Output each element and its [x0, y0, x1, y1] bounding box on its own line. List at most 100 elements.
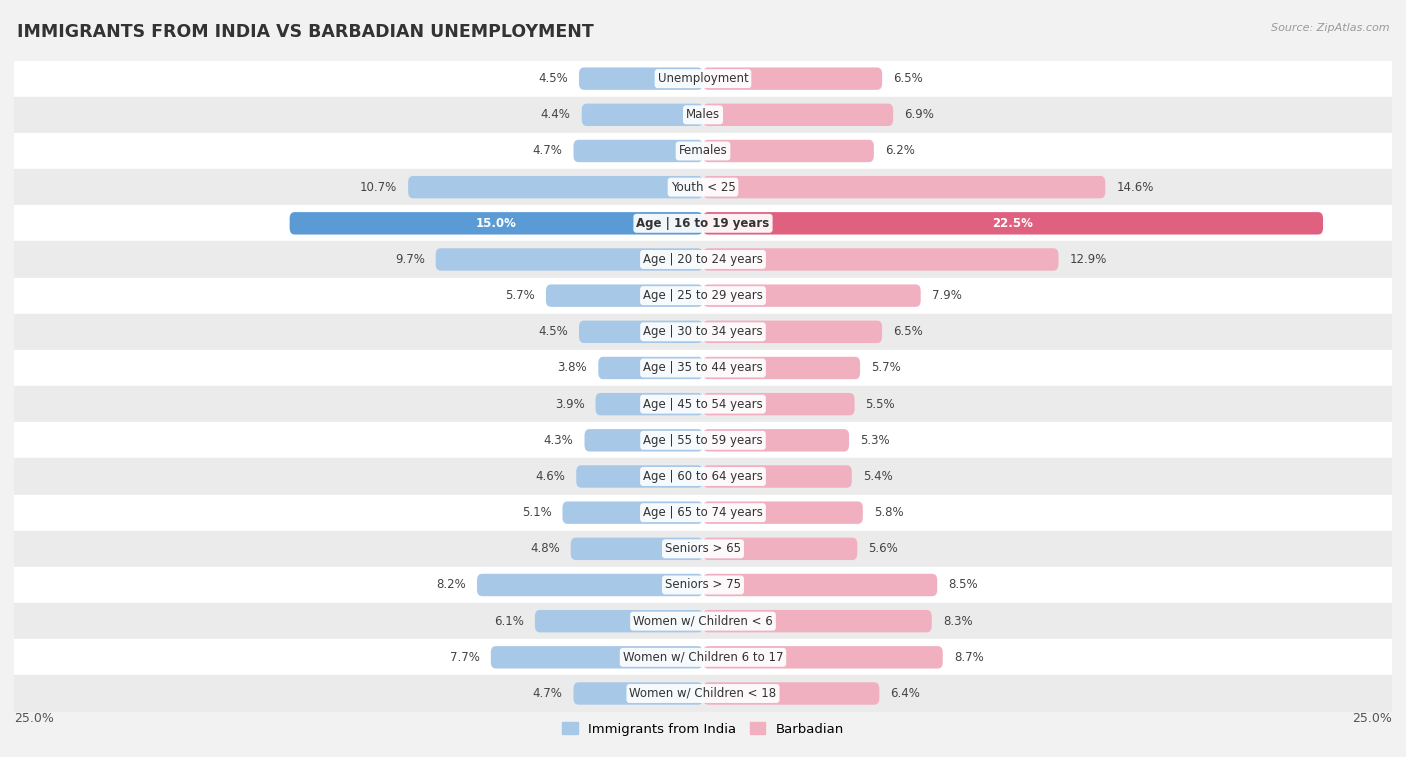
Text: Age | 45 to 54 years: Age | 45 to 54 years — [643, 397, 763, 410]
Text: IMMIGRANTS FROM INDIA VS BARBADIAN UNEMPLOYMENT: IMMIGRANTS FROM INDIA VS BARBADIAN UNEMP… — [17, 23, 593, 41]
Text: Women w/ Children < 6: Women w/ Children < 6 — [633, 615, 773, 628]
Bar — [14, 675, 1392, 712]
Text: Age | 65 to 74 years: Age | 65 to 74 years — [643, 506, 763, 519]
Bar — [14, 169, 1392, 205]
Text: 10.7%: 10.7% — [360, 181, 396, 194]
Text: 3.9%: 3.9% — [555, 397, 585, 410]
Text: Unemployment: Unemployment — [658, 72, 748, 85]
FancyBboxPatch shape — [477, 574, 703, 597]
Text: 4.8%: 4.8% — [530, 542, 560, 556]
Text: 3.8%: 3.8% — [558, 362, 588, 375]
Text: 6.1%: 6.1% — [494, 615, 524, 628]
Bar — [14, 639, 1392, 675]
Text: 22.5%: 22.5% — [993, 217, 1033, 230]
Text: 25.0%: 25.0% — [1353, 712, 1392, 725]
Text: 8.3%: 8.3% — [943, 615, 973, 628]
Text: 8.2%: 8.2% — [436, 578, 465, 591]
Text: Males: Males — [686, 108, 720, 121]
Text: Age | 20 to 24 years: Age | 20 to 24 years — [643, 253, 763, 266]
Bar — [14, 531, 1392, 567]
FancyBboxPatch shape — [576, 466, 703, 488]
FancyBboxPatch shape — [703, 67, 882, 90]
Text: 6.2%: 6.2% — [884, 145, 915, 157]
Text: 8.7%: 8.7% — [953, 651, 984, 664]
Text: Women w/ Children < 18: Women w/ Children < 18 — [630, 687, 776, 700]
Text: 8.5%: 8.5% — [948, 578, 979, 591]
FancyBboxPatch shape — [703, 212, 1323, 235]
FancyBboxPatch shape — [585, 429, 703, 451]
FancyBboxPatch shape — [596, 393, 703, 416]
Bar — [14, 422, 1392, 459]
Text: 4.7%: 4.7% — [533, 687, 562, 700]
Text: Age | 55 to 59 years: Age | 55 to 59 years — [643, 434, 763, 447]
Bar — [14, 205, 1392, 241]
Text: Seniors > 65: Seniors > 65 — [665, 542, 741, 556]
Text: 6.9%: 6.9% — [904, 108, 934, 121]
FancyBboxPatch shape — [491, 646, 703, 668]
Text: 9.7%: 9.7% — [395, 253, 425, 266]
Text: 6.5%: 6.5% — [893, 326, 922, 338]
FancyBboxPatch shape — [703, 501, 863, 524]
Text: 5.1%: 5.1% — [522, 506, 551, 519]
Text: 15.0%: 15.0% — [475, 217, 517, 230]
Text: 4.7%: 4.7% — [533, 145, 562, 157]
Text: 14.6%: 14.6% — [1116, 181, 1154, 194]
FancyBboxPatch shape — [703, 610, 932, 632]
FancyBboxPatch shape — [703, 574, 938, 597]
Text: 5.7%: 5.7% — [872, 362, 901, 375]
FancyBboxPatch shape — [562, 501, 703, 524]
FancyBboxPatch shape — [703, 140, 875, 162]
Text: Age | 30 to 34 years: Age | 30 to 34 years — [643, 326, 763, 338]
FancyBboxPatch shape — [571, 537, 703, 560]
Bar — [14, 350, 1392, 386]
FancyBboxPatch shape — [703, 321, 882, 343]
Bar — [14, 278, 1392, 313]
Text: Age | 35 to 44 years: Age | 35 to 44 years — [643, 362, 763, 375]
FancyBboxPatch shape — [574, 682, 703, 705]
Text: 4.5%: 4.5% — [538, 72, 568, 85]
Text: 12.9%: 12.9% — [1070, 253, 1107, 266]
Text: 5.5%: 5.5% — [866, 397, 896, 410]
Text: 4.5%: 4.5% — [538, 326, 568, 338]
Bar — [14, 133, 1392, 169]
Bar — [14, 603, 1392, 639]
FancyBboxPatch shape — [703, 466, 852, 488]
Text: 7.7%: 7.7% — [450, 651, 479, 664]
Bar — [14, 97, 1392, 133]
Bar — [14, 386, 1392, 422]
Bar — [14, 313, 1392, 350]
FancyBboxPatch shape — [436, 248, 703, 271]
FancyBboxPatch shape — [579, 67, 703, 90]
Text: 6.5%: 6.5% — [893, 72, 922, 85]
Text: Age | 60 to 64 years: Age | 60 to 64 years — [643, 470, 763, 483]
Bar — [14, 61, 1392, 97]
FancyBboxPatch shape — [546, 285, 703, 307]
Bar — [14, 459, 1392, 494]
Text: 4.4%: 4.4% — [541, 108, 571, 121]
Bar — [14, 567, 1392, 603]
Text: 5.7%: 5.7% — [505, 289, 534, 302]
Text: Females: Females — [679, 145, 727, 157]
Text: Seniors > 75: Seniors > 75 — [665, 578, 741, 591]
FancyBboxPatch shape — [703, 285, 921, 307]
Text: 4.3%: 4.3% — [544, 434, 574, 447]
Legend: Immigrants from India, Barbadian: Immigrants from India, Barbadian — [557, 717, 849, 741]
FancyBboxPatch shape — [408, 176, 703, 198]
Text: Age | 25 to 29 years: Age | 25 to 29 years — [643, 289, 763, 302]
Text: 5.4%: 5.4% — [863, 470, 893, 483]
Text: Women w/ Children 6 to 17: Women w/ Children 6 to 17 — [623, 651, 783, 664]
FancyBboxPatch shape — [703, 357, 860, 379]
Text: 4.6%: 4.6% — [536, 470, 565, 483]
FancyBboxPatch shape — [290, 212, 703, 235]
Text: Youth < 25: Youth < 25 — [671, 181, 735, 194]
FancyBboxPatch shape — [703, 104, 893, 126]
FancyBboxPatch shape — [703, 646, 943, 668]
Text: 25.0%: 25.0% — [14, 712, 53, 725]
FancyBboxPatch shape — [599, 357, 703, 379]
Text: 6.4%: 6.4% — [890, 687, 921, 700]
Text: 5.3%: 5.3% — [860, 434, 890, 447]
Text: Source: ZipAtlas.com: Source: ZipAtlas.com — [1271, 23, 1389, 33]
FancyBboxPatch shape — [703, 429, 849, 451]
FancyBboxPatch shape — [582, 104, 703, 126]
Bar — [14, 494, 1392, 531]
